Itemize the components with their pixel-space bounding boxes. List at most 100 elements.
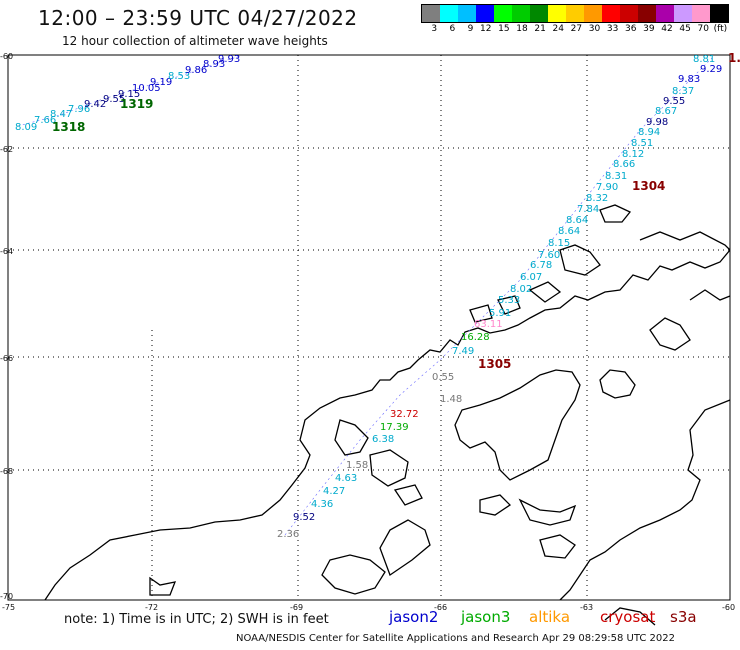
wave-height-label: 7.84	[577, 204, 599, 215]
wave-height-label: 7.90	[596, 182, 618, 193]
map-subtitle: 12 hour collection of altimeter wave hei…	[62, 34, 328, 48]
satellite-track-main	[284, 57, 713, 536]
satellite-track-nw	[17, 55, 241, 127]
scale-label: 30	[588, 24, 601, 34]
pass-time-label: 1318	[52, 120, 85, 134]
scale-label: 6	[449, 24, 456, 34]
footer-note: note: 1) Time is in UTC; 2) SWH is in fe…	[64, 612, 329, 627]
scale-label: 36	[625, 24, 637, 34]
wave-height-label: 0.55	[432, 372, 454, 383]
wave-height-label: 6.07	[520, 272, 542, 283]
wave-height-label: 9.55	[663, 96, 685, 107]
scale-swatch	[494, 5, 512, 22]
lat-label: -68	[0, 467, 13, 476]
wave-height-label: 9.86	[185, 65, 207, 76]
wave-height-label: 8.47	[50, 109, 72, 120]
wave-height-label: 32.72	[390, 409, 419, 420]
lat-label: -66	[0, 354, 13, 363]
wave-height-label: 6.38	[372, 434, 394, 445]
wave-height-label: 1.48	[440, 394, 462, 405]
satellite-legend-item: cryosat	[600, 608, 656, 626]
color-scale-labels: 3 6 9 12 15 18 21 24 27 30 33 36 39 42 45 70 (ft)	[421, 24, 729, 34]
pass-time-label: 1.	[728, 51, 740, 65]
lat-label: -64	[0, 247, 13, 256]
wave-height-label: 4.27	[323, 486, 345, 497]
wave-height-label: 8.64	[566, 215, 588, 226]
scale-swatch	[422, 5, 440, 22]
color-scale-bar	[421, 4, 729, 23]
wave-height-label: 9.52	[293, 512, 315, 523]
scale-swatch	[440, 5, 458, 22]
scale-label: 9	[467, 24, 474, 34]
pass-time-labels: 1318 1319 1304 1305 1.	[52, 51, 740, 371]
pass-time-label: 1304	[632, 179, 665, 193]
scale-label: 42	[661, 24, 673, 34]
satellite-legend-item: altika	[529, 608, 571, 626]
credit-line: NOAA/NESDIS Center for Satellite Applica…	[236, 633, 675, 644]
scale-swatch	[548, 5, 566, 22]
wave-height-label: 8.32	[586, 193, 608, 204]
wave-height-label: 7.60	[538, 250, 560, 261]
lon-label: -69	[290, 603, 303, 612]
wave-height-label: 9.83	[678, 74, 700, 85]
wave-height-label: 9.42	[84, 99, 106, 110]
wave-height-label: 4.36	[311, 499, 333, 510]
coastline	[44, 204, 731, 626]
scale-label: 70	[697, 24, 709, 34]
scale-label: (ft)	[713, 24, 728, 34]
wave-height-label: 63.11	[474, 319, 503, 330]
wave-height-label: 9.29	[700, 64, 722, 75]
wave-height-label: 8.51	[631, 138, 653, 149]
wave-height-label: 8.37	[672, 86, 694, 97]
scale-swatch	[584, 5, 602, 22]
wave-height-label: 7.96	[68, 104, 90, 115]
satellite-legend-item: jason2	[389, 608, 439, 626]
wave-height-label: 9.19	[150, 77, 172, 88]
scale-label: 3	[431, 24, 438, 34]
scale-swatch	[512, 5, 530, 22]
scale-swatch	[458, 5, 476, 22]
scale-swatch	[638, 5, 656, 22]
wave-height-label: 1.58	[346, 460, 368, 471]
lon-label: -60	[722, 603, 735, 612]
wave-height-label: 16.28	[461, 332, 490, 343]
scale-swatch	[602, 5, 620, 22]
wave-height-label: 9.98	[646, 117, 668, 128]
color-scale-legend: 3 6 9 12 15 18 21 24 27 30 33 36 39 42 45 70 (ft)	[421, 4, 729, 34]
scale-label: 18	[516, 24, 528, 34]
wave-height-label: 5.91	[489, 308, 511, 319]
satellite-legend-item: s3a	[670, 608, 697, 626]
wave-height-labels: 8.097.668.477.969.429.559.1510.059.198.5…	[15, 54, 722, 540]
pass-time-label: 1305	[478, 357, 511, 371]
wave-height-label: 8.66	[613, 159, 635, 170]
lat-label: -62	[0, 145, 13, 154]
wave-height-label: 8.81	[693, 54, 715, 65]
scale-swatch	[530, 5, 548, 22]
wave-height-label: 8.15	[548, 238, 570, 249]
lon-label: -66	[434, 603, 447, 612]
wave-height-label: 8.12	[622, 149, 644, 160]
pass-time-label: 1319	[120, 97, 153, 111]
scale-swatch	[692, 5, 710, 22]
scale-label: 39	[643, 24, 655, 34]
wave-height-label: 9.55	[103, 94, 125, 105]
lon-label: -72	[145, 603, 158, 612]
wave-height-label: 8.31	[605, 171, 627, 182]
wave-height-label: 8.02	[510, 284, 532, 295]
wave-height-label: 8.64	[558, 226, 580, 237]
map-title: 12:00 – 23:59 UTC 04/27/2022	[38, 6, 358, 30]
map-frame	[7, 54, 731, 601]
scale-swatch	[566, 5, 584, 22]
wave-height-label: 7.49	[452, 346, 474, 357]
scale-swatch	[710, 5, 728, 22]
wave-height-label: 7.66	[34, 115, 56, 126]
lat-label: -70	[0, 592, 13, 601]
scale-swatch	[476, 5, 494, 22]
lat-label: -60	[0, 52, 13, 61]
scale-label: 12	[480, 24, 492, 34]
scale-label: 21	[534, 24, 546, 34]
lon-label: -75	[2, 603, 15, 612]
wave-height-label: 9.93	[218, 54, 240, 65]
scale-label: 33	[606, 24, 619, 34]
